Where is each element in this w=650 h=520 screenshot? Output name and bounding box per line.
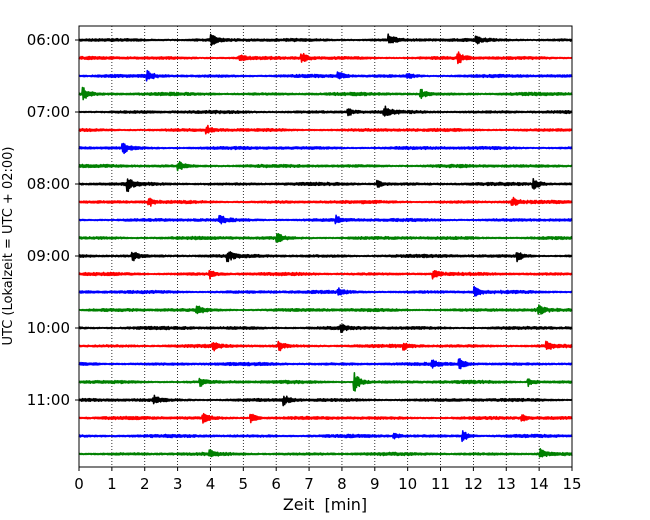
y-tick-label: 06:00 <box>27 31 70 49</box>
trace-group <box>78 33 573 458</box>
x-tick-label: 3 <box>173 475 183 493</box>
seismic-trace <box>78 448 573 458</box>
x-tick-label: 13 <box>497 475 516 493</box>
plot-area-background <box>79 26 572 467</box>
y-axis: 06:00 07:00 08:00 09:00 10:00 11:00 <box>27 31 79 409</box>
seismic-trace <box>78 178 573 193</box>
x-tick-label: 9 <box>370 475 380 493</box>
x-tick-label: 4 <box>206 475 216 493</box>
x-tick-label: 2 <box>140 475 150 493</box>
seismic-trace <box>78 142 573 155</box>
x-axis-label: Zeit [min] <box>283 495 367 514</box>
x-tick-label: 7 <box>304 475 314 493</box>
x-axis: 0 1 2 3 4 5 6 7 8 9 10 11 12 13 14 15 <box>74 467 582 493</box>
seismic-trace <box>78 304 573 315</box>
seismic-trace <box>78 323 573 334</box>
plot-frame <box>78 25 573 468</box>
seismic-trace <box>78 340 573 352</box>
seismic-trace <box>78 358 573 370</box>
x-tick-label: 11 <box>431 475 450 493</box>
x-tick-label: 10 <box>398 475 417 493</box>
y-tick-label: 07:00 <box>27 103 70 121</box>
x-tick-label: 14 <box>530 475 549 493</box>
seismic-trace <box>78 269 573 280</box>
seismic-trace <box>78 51 573 65</box>
seismic-trace <box>78 412 573 424</box>
x-tick-label: 12 <box>464 475 483 493</box>
seismic-trace <box>78 285 573 297</box>
x-tick-label: 8 <box>337 475 347 493</box>
x-tick-label: 5 <box>239 475 249 493</box>
seismic-trace <box>78 233 573 243</box>
seismic-trace <box>78 196 573 207</box>
seismic-trace <box>78 124 573 135</box>
y-tick-label: 08:00 <box>27 175 70 193</box>
seismic-trace <box>78 372 573 392</box>
x-tick-label: 0 <box>74 475 84 493</box>
x-tick-label: 15 <box>562 475 581 493</box>
seismic-trace <box>78 251 573 263</box>
y-tick-label: 11:00 <box>27 391 70 409</box>
seismic-trace <box>78 160 573 172</box>
seismic-trace <box>78 394 573 407</box>
seismic-trace <box>78 214 573 225</box>
seismic-trace <box>78 69 573 82</box>
seismic-trace <box>78 33 573 47</box>
y-tick-label: 09:00 <box>27 247 70 265</box>
x-tick-label: 6 <box>271 475 281 493</box>
seismic-trace <box>78 86 573 101</box>
y-axis-label: UTC (Lokalzeit = UTC + 02:00) <box>1 147 16 346</box>
seismic-trace <box>78 105 573 117</box>
y-tick-label: 10:00 <box>27 319 70 337</box>
x-tick-label: 1 <box>107 475 117 493</box>
seismic-trace <box>78 430 573 443</box>
